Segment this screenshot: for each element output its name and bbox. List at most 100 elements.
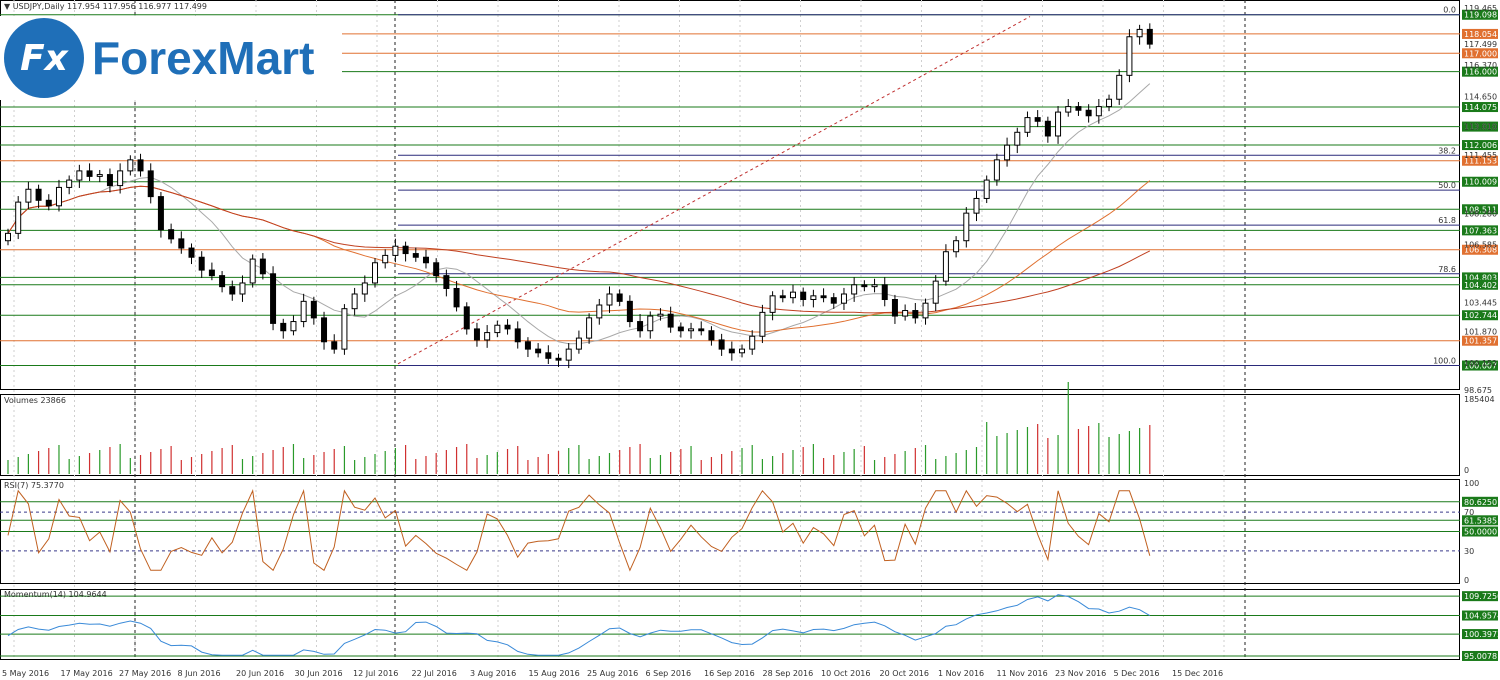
level-tag xyxy=(1462,66,1498,77)
date-tick-label: 11 Nov 2016 xyxy=(997,669,1048,678)
level-tag xyxy=(1462,9,1498,20)
candle-body xyxy=(484,332,491,341)
rsi-axis-label: 70 xyxy=(1464,508,1474,517)
momentum-level-tag xyxy=(1462,629,1498,640)
price-tick-label: 100.152 xyxy=(1464,359,1497,368)
candle-body xyxy=(137,159,144,172)
level-tag-label: 104.803 xyxy=(1464,273,1497,282)
volume-panel xyxy=(7,382,1151,474)
candle-body xyxy=(749,335,756,350)
momentum-header: Momentum(14) 104.9644 xyxy=(4,590,107,599)
rsi-axis-label: 0 xyxy=(1464,576,1469,585)
candle-body xyxy=(66,179,73,188)
candle-body xyxy=(219,275,226,288)
candle-body xyxy=(677,326,684,332)
date-tick-label: 15 Dec 2016 xyxy=(1172,669,1223,678)
candle-body xyxy=(494,324,501,334)
level-tag xyxy=(1462,310,1498,321)
candle-body xyxy=(412,253,419,258)
level-tag xyxy=(1462,204,1498,215)
fibonacci-label: 0.0 xyxy=(1443,6,1456,15)
candle-body xyxy=(168,229,175,240)
candle-body xyxy=(15,201,22,234)
date-tick-label: 23 Nov 2016 xyxy=(1055,669,1106,678)
candle-body xyxy=(188,247,195,258)
candle-body xyxy=(229,286,236,295)
momentum-level-tag-label: 104.9574 xyxy=(1464,612,1500,621)
momentum-level-tag xyxy=(1462,610,1498,621)
candle-body xyxy=(586,317,593,339)
candle-body xyxy=(239,282,246,295)
candle-body xyxy=(300,300,307,323)
candle-body xyxy=(1055,111,1062,137)
candle-body xyxy=(769,295,776,313)
candle-body xyxy=(881,284,888,301)
level-tag-label: 101.357 xyxy=(1464,337,1497,346)
candle-body xyxy=(117,170,124,187)
logo-text: ForexMart xyxy=(92,32,315,84)
date-tick-label: 1 Nov 2016 xyxy=(938,669,984,678)
candle-body xyxy=(637,321,644,332)
price-tick-label: 116.370 xyxy=(1464,61,1497,70)
fibonacci-label: 38.2 xyxy=(1438,146,1456,155)
candle-body xyxy=(565,348,572,361)
date-tick-label: 5 May 2016 xyxy=(2,669,49,678)
candle-body xyxy=(1044,120,1051,137)
candle-body xyxy=(993,159,1000,181)
momentum-level-tag-label: 109.7250 xyxy=(1464,592,1500,601)
candle-body xyxy=(382,254,389,264)
moving-averages xyxy=(7,83,1151,345)
candle-body xyxy=(851,284,858,295)
rsi-level-tag xyxy=(1462,496,1498,507)
date-tick-label: 3 Aug 2016 xyxy=(470,669,516,678)
level-tag-label: 113.010 xyxy=(1464,123,1497,132)
candle-body xyxy=(198,256,205,271)
price-tick-label: 119.465 xyxy=(1464,4,1497,13)
panel-frame xyxy=(0,589,1460,660)
rsi-axis-label: 100 xyxy=(1464,479,1479,488)
level-tag-label: 100.007 xyxy=(1464,362,1497,371)
rsi-panel xyxy=(0,488,1460,572)
candle-body xyxy=(963,212,970,242)
level-tag-label: 111.153 xyxy=(1464,157,1497,166)
candle-body xyxy=(871,284,878,288)
candle-body xyxy=(259,258,266,275)
level-tag-label: 118.054 xyxy=(1464,30,1497,39)
candle-body xyxy=(708,330,715,341)
volume-max-label: 185404 xyxy=(1464,395,1495,404)
trend-line xyxy=(397,16,1031,365)
level-tag-label: 112.006 xyxy=(1464,141,1497,150)
candle-body xyxy=(310,300,317,319)
level-tag xyxy=(1462,335,1498,346)
rsi-level-tag-label: 61.5385 xyxy=(1464,516,1497,525)
candle-body xyxy=(861,284,868,288)
level-tag xyxy=(1462,48,1498,59)
candle-body xyxy=(1136,28,1143,38)
level-tag-label: 116.000 xyxy=(1464,68,1497,77)
level-tag-label: 114.075 xyxy=(1464,103,1497,112)
candle-body xyxy=(983,179,990,199)
panel-frame xyxy=(0,394,1460,476)
candle-body xyxy=(830,297,837,304)
date-tick-label: 12 Jul 2016 xyxy=(353,669,398,678)
candle-body xyxy=(1034,117,1041,122)
date-tick-label: 27 May 2016 xyxy=(119,669,171,678)
candle-body xyxy=(902,310,909,317)
candle-body xyxy=(759,311,766,337)
candle-body xyxy=(463,306,470,330)
level-tag-label: 106.308 xyxy=(1464,246,1497,255)
candle-body xyxy=(575,337,582,350)
candle-body xyxy=(953,240,960,253)
level-tag-label: 119.098 xyxy=(1464,11,1497,20)
rsi-header: RSI(7) 75.3770 xyxy=(4,481,64,490)
level-tag-label: 102.744 xyxy=(1464,311,1497,320)
candle-body xyxy=(1014,131,1021,146)
candle-body xyxy=(942,251,949,282)
candle-body xyxy=(106,174,113,187)
candle-body xyxy=(514,328,521,343)
candle-body xyxy=(473,328,480,341)
date-tick-label: 28 Sep 2016 xyxy=(763,669,814,678)
volumes-header: Volumes 23866 xyxy=(4,396,66,405)
date-tick-label: 6 Sep 2016 xyxy=(646,669,692,678)
price-tick-label: 101.870 xyxy=(1464,327,1497,336)
